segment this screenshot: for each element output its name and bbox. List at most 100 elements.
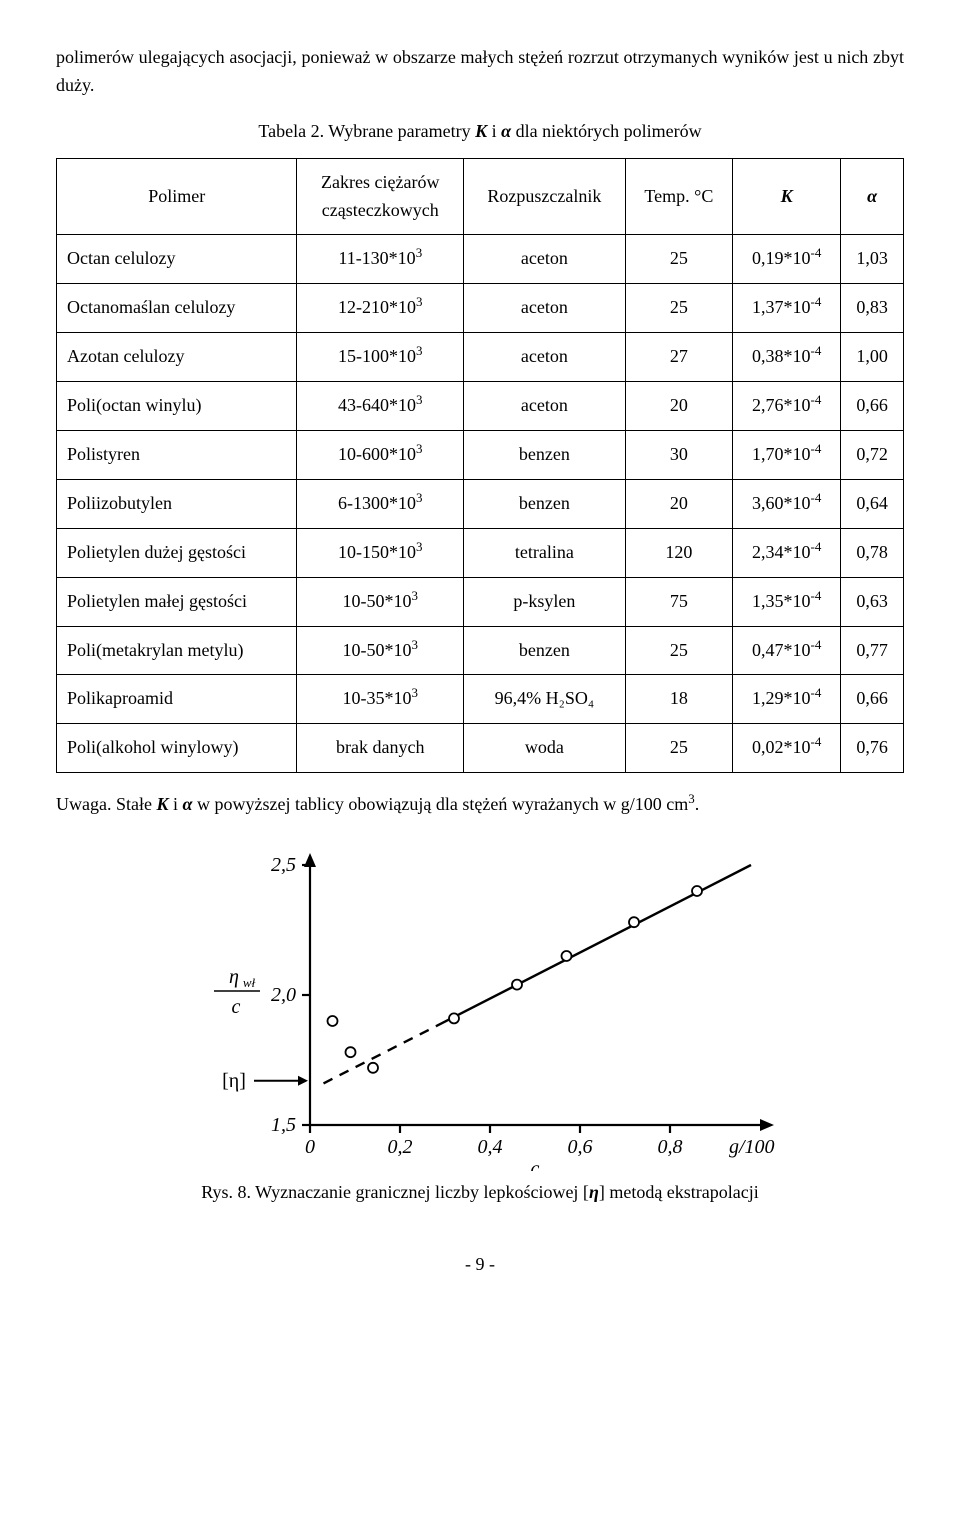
cell-temp: 27	[625, 333, 733, 382]
col-mw-range-l1: Zakres ciężarów	[321, 172, 439, 192]
svg-text:[η]: [η]	[222, 1070, 246, 1092]
cell-solvent: tetralina	[464, 528, 625, 577]
cell-alpha: 0,78	[841, 528, 904, 577]
cell-K: 1,70*10-4	[733, 431, 841, 480]
header-K: K	[781, 186, 793, 206]
table-row: Octan celulozy11-130*103aceton250,19*10-…	[57, 235, 904, 284]
col-solvent: Rozpuszczalnik	[464, 158, 625, 235]
table-note: Uwaga. Stałe K i α w powyższej tablicy o…	[56, 791, 904, 819]
table-row: Poli(octan winylu)43-640*103aceton202,76…	[57, 382, 904, 431]
cell-polymer: Poli(metakrylan metylu)	[57, 626, 297, 675]
cell-K: 0,38*10-4	[733, 333, 841, 382]
cell-K: 0,02*10-4	[733, 724, 841, 773]
cell-solvent: aceton	[464, 235, 625, 284]
note-prefix: Uwaga. Stałe	[56, 794, 156, 814]
cell-K: 3,60*10-4	[733, 479, 841, 528]
svg-text:0,2: 0,2	[388, 1136, 413, 1158]
cell-temp: 20	[625, 382, 733, 431]
cell-temp: 25	[625, 284, 733, 333]
cell-alpha: 1,00	[841, 333, 904, 382]
table-row: Polietylen dużej gęstości10-150*103tetra…	[57, 528, 904, 577]
cell-solvent: woda	[464, 724, 625, 773]
fig-caption-prefix: Rys. 8. Wyznaczanie granicznej liczby le…	[201, 1182, 589, 1202]
table-row: Polikaproamid10-35*10396,4% H₂SO₄181,29*…	[57, 675, 904, 724]
svg-text:0,6: 0,6	[568, 1136, 593, 1158]
cell-alpha: 0,66	[841, 675, 904, 724]
cell-range: 10-50*103	[297, 626, 464, 675]
cell-K: 1,37*10-4	[733, 284, 841, 333]
table-row: Poliizobutylen6-1300*103benzen203,60*10-…	[57, 479, 904, 528]
svg-text:0,8: 0,8	[658, 1136, 683, 1158]
cell-range: 10-35*103	[297, 675, 464, 724]
cell-alpha: 1,03	[841, 235, 904, 284]
table-row: Polistyren10-600*103benzen301,70*10-40,7…	[57, 431, 904, 480]
table-row: Poli(alkohol winylowy)brak danychwoda250…	[57, 724, 904, 773]
viscosity-chart: 1,52,02,500,20,40,60,8g/100 mlcηwłc[η]	[180, 841, 780, 1171]
figure-caption: Rys. 8. Wyznaczanie granicznej liczby le…	[56, 1179, 904, 1207]
symbol-K-note: K	[156, 794, 168, 814]
table-row: Polietylen małej gęstości10-50*103p-ksyl…	[57, 577, 904, 626]
cell-polymer: Polikaproamid	[57, 675, 297, 724]
col-temp: Temp. °C	[625, 158, 733, 235]
cell-alpha: 0,83	[841, 284, 904, 333]
symbol-alpha: α	[501, 121, 511, 141]
cell-polymer: Polietylen dużej gęstości	[57, 528, 297, 577]
cell-range: 12-210*103	[297, 284, 464, 333]
cell-alpha: 0,64	[841, 479, 904, 528]
col-polymer: Polimer	[57, 158, 297, 235]
cell-solvent: aceton	[464, 382, 625, 431]
cell-solvent: benzen	[464, 626, 625, 675]
cell-alpha: 0,76	[841, 724, 904, 773]
col-mw-range-l2: cząsteczkowych	[322, 200, 439, 220]
svg-text:wł: wł	[243, 975, 256, 990]
svg-text:0,4: 0,4	[478, 1136, 503, 1158]
table-caption: Tabela 2. Wybrane parametry K i α dla ni…	[56, 118, 904, 146]
table-row: Octanomaślan celulozy12-210*103aceton251…	[57, 284, 904, 333]
cell-range: 11-130*103	[297, 235, 464, 284]
svg-text:2,0: 2,0	[271, 984, 296, 1006]
cell-polymer: Poliizobutylen	[57, 479, 297, 528]
svg-text:c: c	[531, 1158, 540, 1171]
cell-temp: 30	[625, 431, 733, 480]
cell-K: 2,76*10-4	[733, 382, 841, 431]
cell-solvent: 96,4% H₂SO₄	[464, 675, 625, 724]
cell-alpha: 0,66	[841, 382, 904, 431]
chart-container: 1,52,02,500,20,40,60,8g/100 mlcηwłc[η]	[56, 841, 904, 1171]
table-caption-prefix: Tabela 2. Wybrane parametry	[258, 121, 475, 141]
table-row: Polimer Zakres ciężarów cząsteczkowych R…	[57, 158, 904, 235]
header-alpha: α	[867, 186, 877, 206]
cell-range: 6-1300*103	[297, 479, 464, 528]
cell-alpha: 0,63	[841, 577, 904, 626]
cell-K: 0,47*10-4	[733, 626, 841, 675]
cell-temp: 25	[625, 724, 733, 773]
cell-range: brak danych	[297, 724, 464, 773]
svg-text:g/100 ml: g/100 ml	[729, 1136, 780, 1158]
note-suffix: w powyższej tablicy obowiązują dla stęże…	[192, 794, 688, 814]
cell-range: 10-150*103	[297, 528, 464, 577]
cell-alpha: 0,77	[841, 626, 904, 675]
cell-temp: 75	[625, 577, 733, 626]
cell-solvent: benzen	[464, 431, 625, 480]
fig-caption-suffix: ] metodą ekstrapolacji	[599, 1182, 759, 1202]
cell-polymer: Octanomaślan celulozy	[57, 284, 297, 333]
cell-polymer: Azotan celulozy	[57, 333, 297, 382]
page-number: - 9 -	[56, 1251, 904, 1279]
symbol-alpha-note: α	[183, 794, 193, 814]
cell-temp: 120	[625, 528, 733, 577]
table-row: Poli(metakrylan metylu)10-50*103benzen25…	[57, 626, 904, 675]
col-alpha: α	[841, 158, 904, 235]
cell-solvent: p-ksylen	[464, 577, 625, 626]
symbol-K: K	[475, 121, 487, 141]
table-caption-suffix: dla niektórych polimerów	[511, 121, 701, 141]
cell-temp: 25	[625, 626, 733, 675]
cell-polymer: Poli(octan winylu)	[57, 382, 297, 431]
cell-polymer: Octan celulozy	[57, 235, 297, 284]
cell-temp: 25	[625, 235, 733, 284]
cell-K: 0,19*10-4	[733, 235, 841, 284]
cell-solvent: aceton	[464, 284, 625, 333]
intro-paragraph: polimerów ulegających asocjacji, poniewa…	[56, 44, 904, 100]
table-row: Azotan celulozy15-100*103aceton270,38*10…	[57, 333, 904, 382]
cell-range: 15-100*103	[297, 333, 464, 382]
cell-K: 1,35*10-4	[733, 577, 841, 626]
fig-caption-eta: η	[589, 1182, 599, 1202]
